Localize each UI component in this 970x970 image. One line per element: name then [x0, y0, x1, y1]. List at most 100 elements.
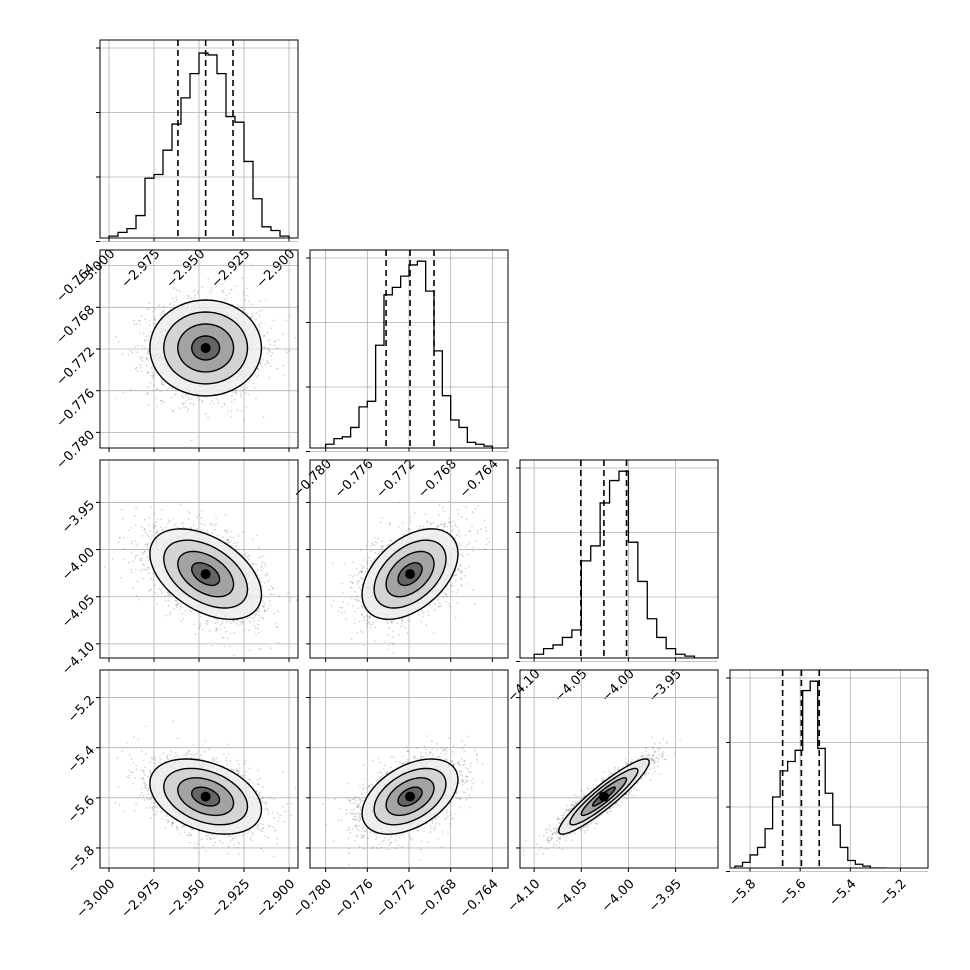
scatter-point — [187, 398, 190, 400]
scatter-point — [168, 520, 171, 523]
scatter-point — [229, 536, 232, 538]
scatter-point — [237, 624, 240, 627]
scatter-point — [175, 296, 178, 299]
scatter-point — [136, 543, 139, 546]
scatter-point — [260, 566, 263, 569]
scatter-point — [249, 616, 252, 619]
scatter-point — [181, 612, 184, 615]
axes-frame — [99, 249, 299, 449]
scatter-point — [215, 398, 218, 400]
scatter-point — [180, 522, 183, 525]
scatter-point — [224, 530, 227, 533]
scatter-point — [211, 399, 213, 402]
scatter-point — [143, 568, 145, 571]
x-tick-label: −0.772 — [374, 457, 419, 502]
scatter-point — [162, 305, 165, 308]
scatter-point — [268, 349, 271, 352]
scatter-point — [294, 336, 296, 339]
scatter-point — [209, 523, 212, 525]
scatter-point — [282, 333, 284, 335]
scatter-point — [179, 608, 181, 611]
scatter-point — [269, 343, 272, 346]
scatter-point — [123, 548, 126, 550]
scatter-point — [201, 401, 203, 404]
scatter-point — [160, 399, 163, 402]
scatter-point — [139, 320, 141, 322]
scatter-point — [153, 373, 155, 376]
scatter-point — [172, 287, 175, 290]
scatter-point — [233, 654, 236, 657]
scatter-point — [225, 294, 228, 297]
scatter-point — [152, 523, 155, 526]
scatter-point — [138, 558, 141, 560]
scatter-point — [170, 303, 173, 306]
scatter-point — [246, 287, 249, 290]
scatter-point — [134, 568, 137, 571]
scatter-point — [255, 633, 257, 636]
scatter-point — [134, 367, 137, 370]
scatter-point — [248, 300, 250, 303]
plot-area — [115, 264, 296, 448]
scatter-point — [273, 344, 276, 347]
scatter-point — [262, 605, 265, 608]
scatter-point — [149, 529, 152, 532]
scatter-point — [246, 617, 249, 619]
scatter-point — [249, 379, 251, 382]
scatter-point — [232, 536, 235, 539]
scatter-point — [193, 296, 196, 299]
scatter-point — [176, 606, 178, 608]
scatter-point — [152, 578, 155, 581]
scatter-point — [143, 339, 146, 342]
scatter-point — [142, 551, 144, 554]
scatter-point — [249, 316, 252, 319]
scatter-point — [215, 523, 217, 525]
scatter-point — [149, 589, 152, 592]
scatter-point — [235, 391, 238, 394]
scatter-point — [236, 541, 239, 544]
scatter-point — [199, 622, 202, 625]
scatter-point — [161, 383, 164, 386]
scatter-point — [188, 512, 191, 515]
scatter-point — [171, 387, 173, 390]
scatter-point — [149, 382, 152, 385]
x-tick-label: −0.780 — [290, 457, 335, 502]
scatter-point — [217, 399, 220, 402]
scatter-point — [229, 632, 232, 635]
axes-frame — [99, 39, 299, 239]
scatter-point — [187, 408, 190, 410]
scatter-point — [190, 610, 193, 613]
scatter-point — [271, 593, 273, 596]
scatter-point — [234, 390, 237, 393]
scatter-point — [248, 554, 251, 557]
scatter-point — [201, 399, 204, 402]
scatter-point — [263, 610, 266, 612]
scatter-point — [211, 532, 214, 534]
scatter-point — [251, 659, 253, 661]
scatter-point — [266, 348, 269, 350]
scatter-point — [269, 338, 271, 341]
scatter-point — [262, 618, 264, 620]
scatter-point — [224, 529, 227, 532]
scatter-point — [196, 528, 199, 530]
scatter-point — [225, 630, 227, 633]
scatter-point — [155, 397, 158, 400]
scatter-point — [159, 589, 162, 592]
scatter-point — [205, 397, 208, 399]
scatter-point — [145, 543, 148, 545]
scatter-point — [173, 394, 176, 397]
scatter-point — [152, 310, 155, 313]
scatter-point — [257, 631, 260, 634]
scatter-point — [250, 316, 253, 319]
scatter-point — [235, 622, 238, 625]
plot-area — [108, 40, 290, 238]
scatter-point — [148, 324, 151, 327]
scatter-point — [184, 394, 187, 397]
scatter-point — [146, 545, 149, 548]
scatter-point — [187, 517, 190, 520]
scatter-point — [199, 624, 201, 627]
scatter-point — [190, 398, 193, 400]
scatter-point — [242, 294, 245, 296]
scatter-point — [175, 289, 178, 292]
scatter-point — [134, 524, 137, 527]
scatter-point — [275, 621, 278, 624]
